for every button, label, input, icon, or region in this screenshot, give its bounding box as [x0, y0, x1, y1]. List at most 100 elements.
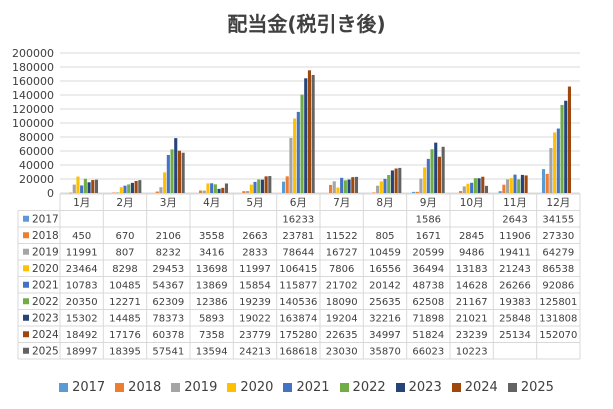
- data-label: 1671: [416, 231, 441, 242]
- legend-swatch: [451, 383, 461, 392]
- data-label: 32216: [369, 314, 401, 325]
- legend-label: 2019: [184, 380, 218, 395]
- data-label: 29453: [152, 264, 184, 275]
- legend-label: 2018: [128, 380, 162, 395]
- bar-2018-5月: [242, 191, 246, 193]
- data-label: 36494: [412, 264, 444, 275]
- data-label: 78644: [282, 248, 314, 259]
- legend-item-2020: 2020: [227, 380, 273, 395]
- table-legend-key-2025: [23, 347, 29, 354]
- bar-2019-12月: [549, 148, 553, 193]
- bar-2017-11月: [498, 191, 502, 193]
- data-label: 3416: [199, 248, 224, 259]
- data-label: 15302: [66, 314, 98, 325]
- data-label: 106415: [279, 264, 317, 275]
- data-label: 7806: [329, 264, 354, 275]
- bar-2024-8月: [394, 168, 398, 193]
- bar-2022-8月: [387, 175, 391, 193]
- x-tick-label: 3月: [160, 197, 177, 209]
- data-label: 9486: [459, 248, 484, 259]
- legend-item-2019: 2019: [171, 380, 217, 395]
- data-label: 152070: [539, 330, 577, 341]
- bar-2022-6月: [300, 94, 304, 193]
- data-label: 92086: [542, 281, 574, 292]
- table-legend-key-2022: [23, 298, 29, 305]
- bar-2021-4月: [210, 183, 214, 193]
- x-tick-label: 5月: [246, 197, 263, 209]
- legend-item-2024: 2024: [451, 380, 498, 395]
- bar-2018-10月: [459, 191, 463, 193]
- data-label: 19383: [499, 297, 531, 308]
- legend-swatch: [283, 383, 293, 392]
- bar-2021-5月: [253, 181, 257, 193]
- table-legend-key-2023: [23, 314, 29, 321]
- data-label: 15854: [239, 281, 271, 292]
- data-label: 21021: [456, 314, 488, 325]
- data-label: 18090: [326, 297, 358, 308]
- bar-2017-12月: [541, 169, 546, 193]
- data-label: 2643: [502, 215, 527, 226]
- bar-2022-11月: [517, 179, 521, 193]
- legend-label: 2022: [352, 380, 386, 395]
- bar-2025-6月: [311, 74, 315, 193]
- data-label: 16556: [369, 264, 401, 275]
- bar-2018-1月: [69, 192, 73, 194]
- legend-item-2023: 2023: [395, 380, 442, 395]
- legend-item-2017: 2017: [59, 380, 105, 395]
- data-label: 25848: [499, 314, 531, 325]
- bar-2018-9月: [415, 191, 419, 193]
- data-label: 18997: [66, 347, 98, 358]
- bar-2023-6月: [304, 78, 308, 193]
- data-label: 64279: [542, 248, 574, 259]
- bar-2019-6月: [289, 137, 293, 193]
- data-label: 24213: [239, 347, 271, 358]
- bar-2021-8月: [383, 178, 387, 193]
- data-label: 66023: [412, 347, 444, 358]
- bar-2017-9月: [411, 191, 416, 193]
- data-label: 23030: [326, 347, 358, 358]
- bar-2017-6月: [281, 181, 286, 193]
- data-label: 8232: [156, 248, 181, 259]
- bar-2020-4月: [206, 183, 210, 193]
- x-tick-label: 9月: [420, 197, 437, 209]
- bar-2022-1月: [83, 178, 87, 193]
- table-series-label: 2025: [32, 346, 59, 358]
- y-tick-label: 140000: [12, 89, 54, 102]
- bar-2018-3月: [155, 191, 159, 193]
- data-label: 5893: [199, 314, 224, 325]
- bar-2019-7月: [332, 181, 336, 193]
- bar-2022-3月: [170, 149, 174, 193]
- bar-2024-4月: [221, 187, 225, 193]
- legend-swatch: [507, 383, 517, 392]
- bar-2024-3月: [177, 150, 181, 193]
- bar-2019-5月: [246, 191, 250, 193]
- legend-label: 2025: [520, 380, 554, 395]
- data-label: 23781: [282, 231, 314, 242]
- table-legend-key-2019: [23, 248, 29, 255]
- data-label: 450: [72, 231, 91, 242]
- data-label: 13698: [196, 264, 228, 275]
- y-tick-label: 40000: [19, 159, 54, 172]
- bar-2018-2月: [112, 192, 116, 194]
- bar-2022-7月: [343, 180, 347, 193]
- bar-2024-7月: [351, 177, 355, 193]
- data-label: 7358: [199, 330, 224, 341]
- bar-2022-5月: [257, 179, 261, 193]
- bar-2022-12月: [560, 104, 564, 193]
- bar-2023-4月: [217, 188, 221, 193]
- data-label: 10783: [66, 281, 98, 292]
- bar-2023-9月: [434, 142, 438, 193]
- data-label: 163874: [279, 314, 317, 325]
- bar-2018-11月: [502, 184, 506, 193]
- data-label: 25134: [499, 330, 531, 341]
- bar-2018-6月: [285, 176, 289, 193]
- data-label: 16233: [282, 215, 314, 226]
- data-label: 62309: [152, 297, 184, 308]
- legend-label: 2024: [464, 380, 498, 395]
- legend-swatch: [59, 383, 69, 392]
- bar-2020-3月: [163, 172, 167, 193]
- y-tick-label: 160000: [12, 75, 54, 88]
- legend-label: 2023: [408, 380, 442, 395]
- legend-item-2025: 2025: [507, 380, 554, 395]
- legend-swatch: [395, 383, 405, 392]
